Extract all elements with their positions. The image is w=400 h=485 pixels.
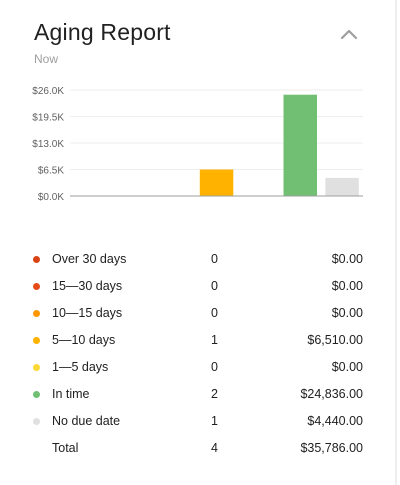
chevron-up-icon bbox=[340, 29, 358, 40]
legend-row[interactable]: 5—10 days 1 $6,510.00 bbox=[0, 327, 397, 354]
bar-no-due-date[interactable] bbox=[325, 177, 359, 196]
y-tick-label: $6.5K bbox=[38, 166, 64, 177]
y-tick-label: $0.0K bbox=[38, 192, 64, 203]
y-tick-label: $19.5K bbox=[32, 113, 64, 124]
y-tick-label: $26.0K bbox=[32, 86, 64, 97]
legend-total-row: Total 4 $35,786.00 bbox=[0, 435, 397, 462]
legend-amount: $6,510.00 bbox=[307, 333, 363, 347]
card-title: Aging Report bbox=[34, 19, 171, 45]
legend-label: 10—15 days bbox=[52, 306, 123, 320]
legend-label: No due date bbox=[52, 414, 121, 428]
legend-label: 5—10 days bbox=[52, 333, 116, 347]
legend-count: 1 bbox=[211, 333, 218, 347]
legend-row[interactable]: Over 30 days 0 $0.00 bbox=[0, 246, 397, 273]
legend-amount: $4,440.00 bbox=[307, 414, 363, 428]
legend-label: Over 30 days bbox=[52, 252, 127, 266]
chart-y-axis: $0.0K $6.5K $13.0K $19.5K $26.0K bbox=[32, 86, 64, 203]
legend-label: In time bbox=[52, 387, 90, 401]
legend-color-dot bbox=[33, 337, 40, 344]
total-amount: $35,786.00 bbox=[300, 441, 363, 455]
legend-count: 0 bbox=[211, 360, 218, 374]
legend-color-dot bbox=[33, 256, 40, 263]
y-tick-label: $13.0K bbox=[32, 139, 64, 150]
legend-amount: $0.00 bbox=[331, 252, 363, 266]
legend-color-dot bbox=[33, 364, 40, 371]
bar-5-10-days[interactable] bbox=[199, 169, 234, 197]
card-subtitle: Now bbox=[34, 52, 59, 66]
legend-count: 0 bbox=[211, 252, 218, 266]
legend-color-dot bbox=[33, 391, 40, 398]
legend-color-dot bbox=[33, 418, 40, 425]
legend-label: 15—30 days bbox=[52, 279, 123, 293]
legend-amount: $0.00 bbox=[331, 360, 363, 374]
legend-count: 1 bbox=[211, 414, 218, 428]
legend-color-dot bbox=[33, 283, 40, 290]
total-count: 4 bbox=[211, 441, 218, 455]
legend-count: 0 bbox=[211, 279, 218, 293]
bar-in-time[interactable] bbox=[283, 94, 318, 196]
legend-row[interactable]: 1—5 days 0 $0.00 bbox=[0, 354, 397, 381]
collapse-button[interactable] bbox=[337, 24, 361, 44]
legend-label: 1—5 days bbox=[52, 360, 109, 374]
chart-gridlines bbox=[70, 89, 363, 170]
legend-amount: $24,836.00 bbox=[300, 387, 363, 401]
chart-bars bbox=[199, 94, 359, 197]
total-label: Total bbox=[52, 441, 79, 455]
aging-bar-chart: $0.0K $6.5K $13.0K $19.5K $26.0K bbox=[32, 86, 363, 203]
legend-row[interactable]: 15—30 days 0 $0.00 bbox=[0, 273, 397, 300]
legend-row[interactable]: No due date 1 $4,440.00 bbox=[0, 408, 397, 435]
legend-color-dot bbox=[33, 310, 40, 317]
legend-count: 2 bbox=[211, 387, 218, 401]
legend-amount: $0.00 bbox=[331, 279, 363, 293]
legend-row[interactable]: 10—15 days 0 $0.00 bbox=[0, 300, 397, 327]
legend-row[interactable]: In time 2 $24,836.00 bbox=[0, 381, 397, 408]
legend-count: 0 bbox=[211, 306, 218, 320]
legend-amount: $0.00 bbox=[331, 306, 363, 320]
